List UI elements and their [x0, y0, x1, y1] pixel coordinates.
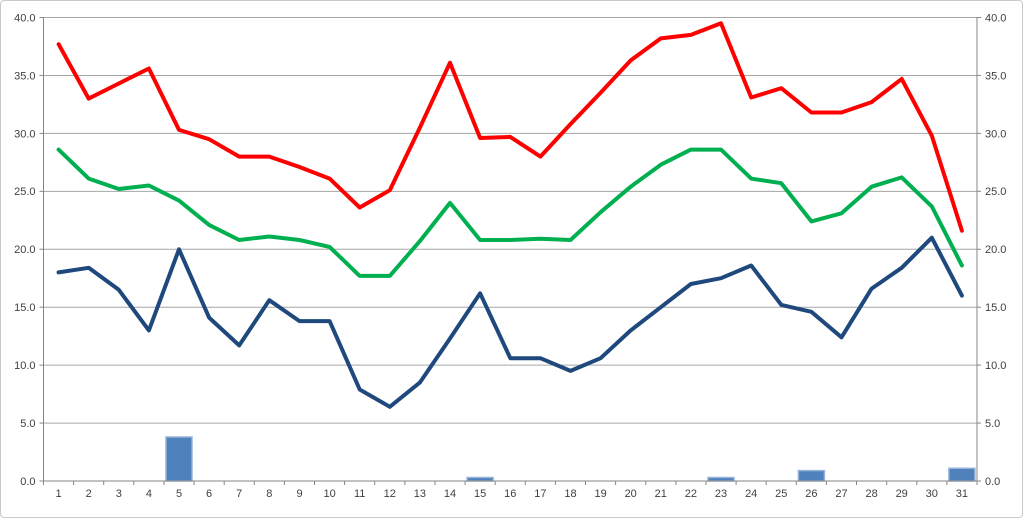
y-axis-right-tick-label: 40.0 [985, 12, 1006, 24]
axes [39, 17, 981, 485]
x-axis-tick-label: 13 [414, 488, 426, 500]
x-axis-tick-label: 9 [296, 488, 302, 500]
blue-bar-series [165, 436, 976, 482]
x-axis-tick-label: 11 [354, 488, 365, 500]
y-axis-left-tick-label: 15.0 [14, 302, 35, 314]
x-axis-tick-label: 19 [594, 488, 606, 500]
x-axis-tick-label: 18 [564, 488, 576, 500]
x-axis-tick-label: 16 [504, 488, 516, 500]
x-axis-tick-label: 2 [86, 488, 92, 500]
x-axis-tick-label: 20 [625, 488, 637, 500]
green-line-series [56, 147, 964, 278]
y-axis-left-tick-label: 30.0 [14, 128, 35, 140]
x-axis-tick-label: 17 [534, 488, 546, 500]
x-axis-tick-label: 26 [805, 488, 817, 500]
y-axis-right-tick-label: 15.0 [985, 302, 1006, 314]
x-axis-tick-label: 4 [146, 488, 152, 500]
x-axis-tick-label: 25 [775, 488, 787, 500]
x-axis-tick-label: 10 [323, 488, 335, 500]
y-axis-left-tick-label: 0.0 [20, 476, 35, 488]
y-axis-right-tick-label: 35.0 [985, 70, 1006, 82]
x-axis-tick-label: 6 [206, 488, 212, 500]
x-axis-tick-label: 31 [956, 488, 968, 500]
x-axis-tick-label: 27 [835, 488, 847, 500]
y-axis-left-tick-label: 35.0 [14, 70, 35, 82]
y-axis-left-tick-label: 10.0 [14, 360, 35, 372]
y-axis-right-tick-label: 10.0 [985, 360, 1006, 372]
x-axis-tick-label: 8 [266, 488, 272, 500]
x-axis-tick-label: 24 [745, 488, 757, 500]
y-axis-right-tick-label: 20.0 [985, 244, 1006, 256]
x-axis-tick-label: 22 [685, 488, 697, 500]
x-axis-tick-label: 3 [116, 488, 122, 500]
x-axis-tick-label: 15 [474, 488, 486, 500]
x-axis-tick-label: 28 [865, 488, 877, 500]
x-axis-tick-label: 7 [236, 488, 242, 500]
x-axis-tick-label: 29 [896, 488, 908, 500]
x-axis-tick-label: 1 [56, 488, 62, 500]
y-axis-left-tick-label: 25.0 [14, 186, 35, 198]
x-axis-tick-label: 30 [926, 488, 938, 500]
y-axis-right-tick-label: 0.0 [985, 476, 1000, 488]
dark-blue-line-series [56, 235, 964, 409]
x-axis-tick-label: 14 [444, 488, 456, 500]
x-axis-tick-label: 21 [655, 488, 667, 500]
x-axis-tick-label: 23 [715, 488, 727, 500]
y-axis-right-tick-label: 5.0 [985, 418, 1000, 430]
x-axis-tick-label: 12 [384, 488, 396, 500]
axis-tick-labels: 0.0 0.0 5.0 5.0 10.0 10.0 15.0 15.0 20.0 20.0 25.0… [14, 12, 1006, 500]
y-axis-right-tick-label: 25.0 [985, 186, 1006, 198]
y-axis-left-tick-label: 40.0 [14, 12, 35, 24]
red-line-series [56, 21, 964, 233]
y-axis-left-tick-label: 20.0 [14, 244, 35, 256]
horizontal-gridlines [43, 17, 977, 424]
y-axis-right-tick-label: 30.0 [985, 128, 1006, 140]
y-axis-left-tick-label: 5.0 [20, 418, 35, 430]
x-axis-tick-label: 5 [176, 488, 182, 500]
